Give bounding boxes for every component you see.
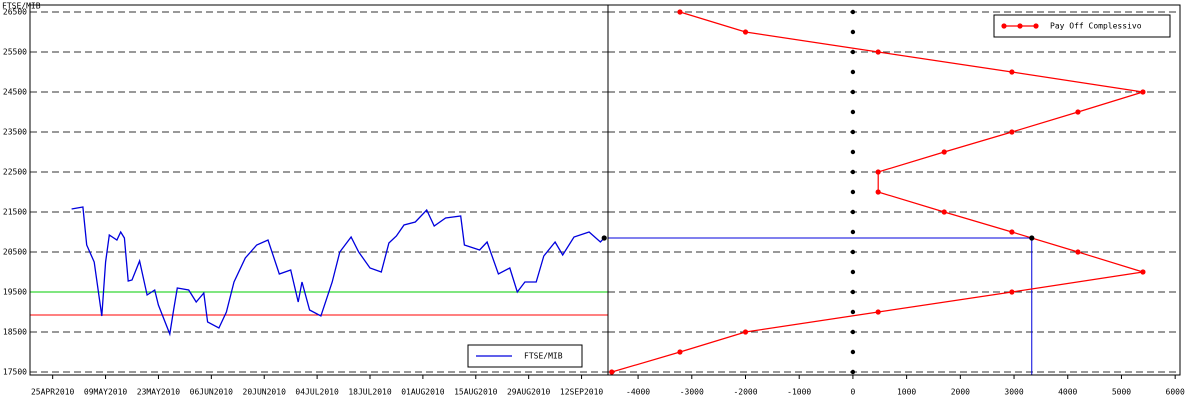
x-tick-label: 3000 bbox=[1004, 388, 1023, 397]
y-tick-label: 19500 bbox=[3, 288, 27, 297]
data-point bbox=[875, 169, 881, 175]
legend-marker bbox=[1033, 23, 1039, 29]
plot-frame bbox=[29, 4, 1181, 376]
reference-point bbox=[850, 69, 856, 75]
data-point bbox=[742, 29, 749, 35]
data-point bbox=[875, 49, 881, 55]
x-tick-label: 29AUG2010 bbox=[507, 388, 551, 397]
x-tick-label: 1000 bbox=[897, 388, 916, 397]
reference-point bbox=[850, 109, 856, 115]
y-tick-label: 25500 bbox=[3, 48, 27, 57]
legend-box bbox=[993, 14, 1171, 38]
y-tick-label: 21500 bbox=[3, 208, 27, 217]
reference-point bbox=[850, 9, 856, 15]
data-point bbox=[1009, 129, 1015, 135]
data-point bbox=[1140, 89, 1146, 95]
x-tick-label: 4000 bbox=[1058, 388, 1077, 397]
data-point bbox=[1075, 249, 1081, 255]
reference-point bbox=[850, 49, 856, 55]
x-tick-label: -4000 bbox=[626, 388, 650, 397]
current-point bbox=[1029, 235, 1035, 241]
reference-point bbox=[850, 129, 856, 135]
series-line bbox=[71, 206, 605, 337]
legend-marker bbox=[1017, 23, 1023, 29]
x-tick-label: -2000 bbox=[733, 388, 757, 397]
x-tick-label: 0 bbox=[850, 388, 855, 397]
data-point bbox=[742, 329, 749, 335]
reference-point bbox=[850, 29, 856, 35]
data-point bbox=[1009, 69, 1015, 75]
y-tick-label: 24500 bbox=[3, 88, 27, 97]
data-point bbox=[677, 9, 683, 15]
x-tick-label: 18JUL2010 bbox=[348, 388, 392, 397]
data-point bbox=[1140, 269, 1146, 275]
y-tick-label: 20500 bbox=[3, 248, 27, 257]
x-tick-label: -3000 bbox=[680, 388, 704, 397]
last-point bbox=[601, 235, 607, 241]
x-tick-label: 04JUL2010 bbox=[295, 388, 339, 397]
y-tick-label: 18500 bbox=[3, 328, 27, 337]
reference-point bbox=[850, 349, 856, 355]
legend-label: Pay Off Complessivo bbox=[1050, 22, 1142, 31]
data-point bbox=[941, 149, 947, 155]
data-point bbox=[875, 189, 881, 195]
reference-point bbox=[850, 249, 856, 255]
data-point bbox=[941, 209, 947, 215]
legend-marker bbox=[1001, 23, 1007, 29]
x-tick-label: 2000 bbox=[951, 388, 970, 397]
x-tick-label: 06JUN2010 bbox=[190, 388, 234, 397]
x-tick-label: 23MAY2010 bbox=[137, 388, 181, 397]
x-tick-label: 09MAY2010 bbox=[84, 388, 128, 397]
x-tick-label: 12SEP2010 bbox=[560, 388, 604, 397]
reference-point bbox=[850, 89, 856, 95]
y-tick-label: 22500 bbox=[3, 168, 27, 177]
data-point bbox=[609, 369, 615, 375]
data-point bbox=[875, 309, 881, 315]
reference-point bbox=[850, 369, 856, 375]
x-tick-label: 6000 bbox=[1166, 388, 1185, 397]
y-tick-label: 17500 bbox=[3, 368, 27, 377]
reference-point bbox=[850, 329, 856, 335]
reference-point bbox=[850, 289, 856, 295]
y-axis-title: FTSE/MIB bbox=[2, 2, 41, 11]
reference-point bbox=[850, 149, 856, 155]
x-tick-label: 25APR2010 bbox=[31, 388, 75, 397]
reference-point bbox=[850, 189, 856, 195]
reference-point bbox=[850, 309, 856, 315]
legend-label: FTSE/MIB bbox=[524, 352, 563, 361]
reference-point bbox=[850, 229, 856, 235]
x-tick-label: 01AUG2010 bbox=[401, 388, 445, 397]
y-tick-label: 26500 bbox=[3, 8, 27, 17]
data-point bbox=[1075, 109, 1081, 115]
x-tick-label: 20JUN2010 bbox=[243, 388, 287, 397]
x-tick-label: 15AUG2010 bbox=[454, 388, 498, 397]
y-tick-label: 23500 bbox=[3, 128, 27, 137]
data-point bbox=[1009, 289, 1015, 295]
reference-point bbox=[850, 169, 856, 175]
data-point bbox=[1009, 229, 1015, 235]
legend-box bbox=[467, 344, 583, 368]
x-tick-label: -1000 bbox=[787, 388, 811, 397]
x-tick-label: 5000 bbox=[1112, 388, 1131, 397]
data-point bbox=[677, 349, 683, 355]
reference-point bbox=[850, 209, 856, 215]
reference-point bbox=[850, 269, 856, 275]
